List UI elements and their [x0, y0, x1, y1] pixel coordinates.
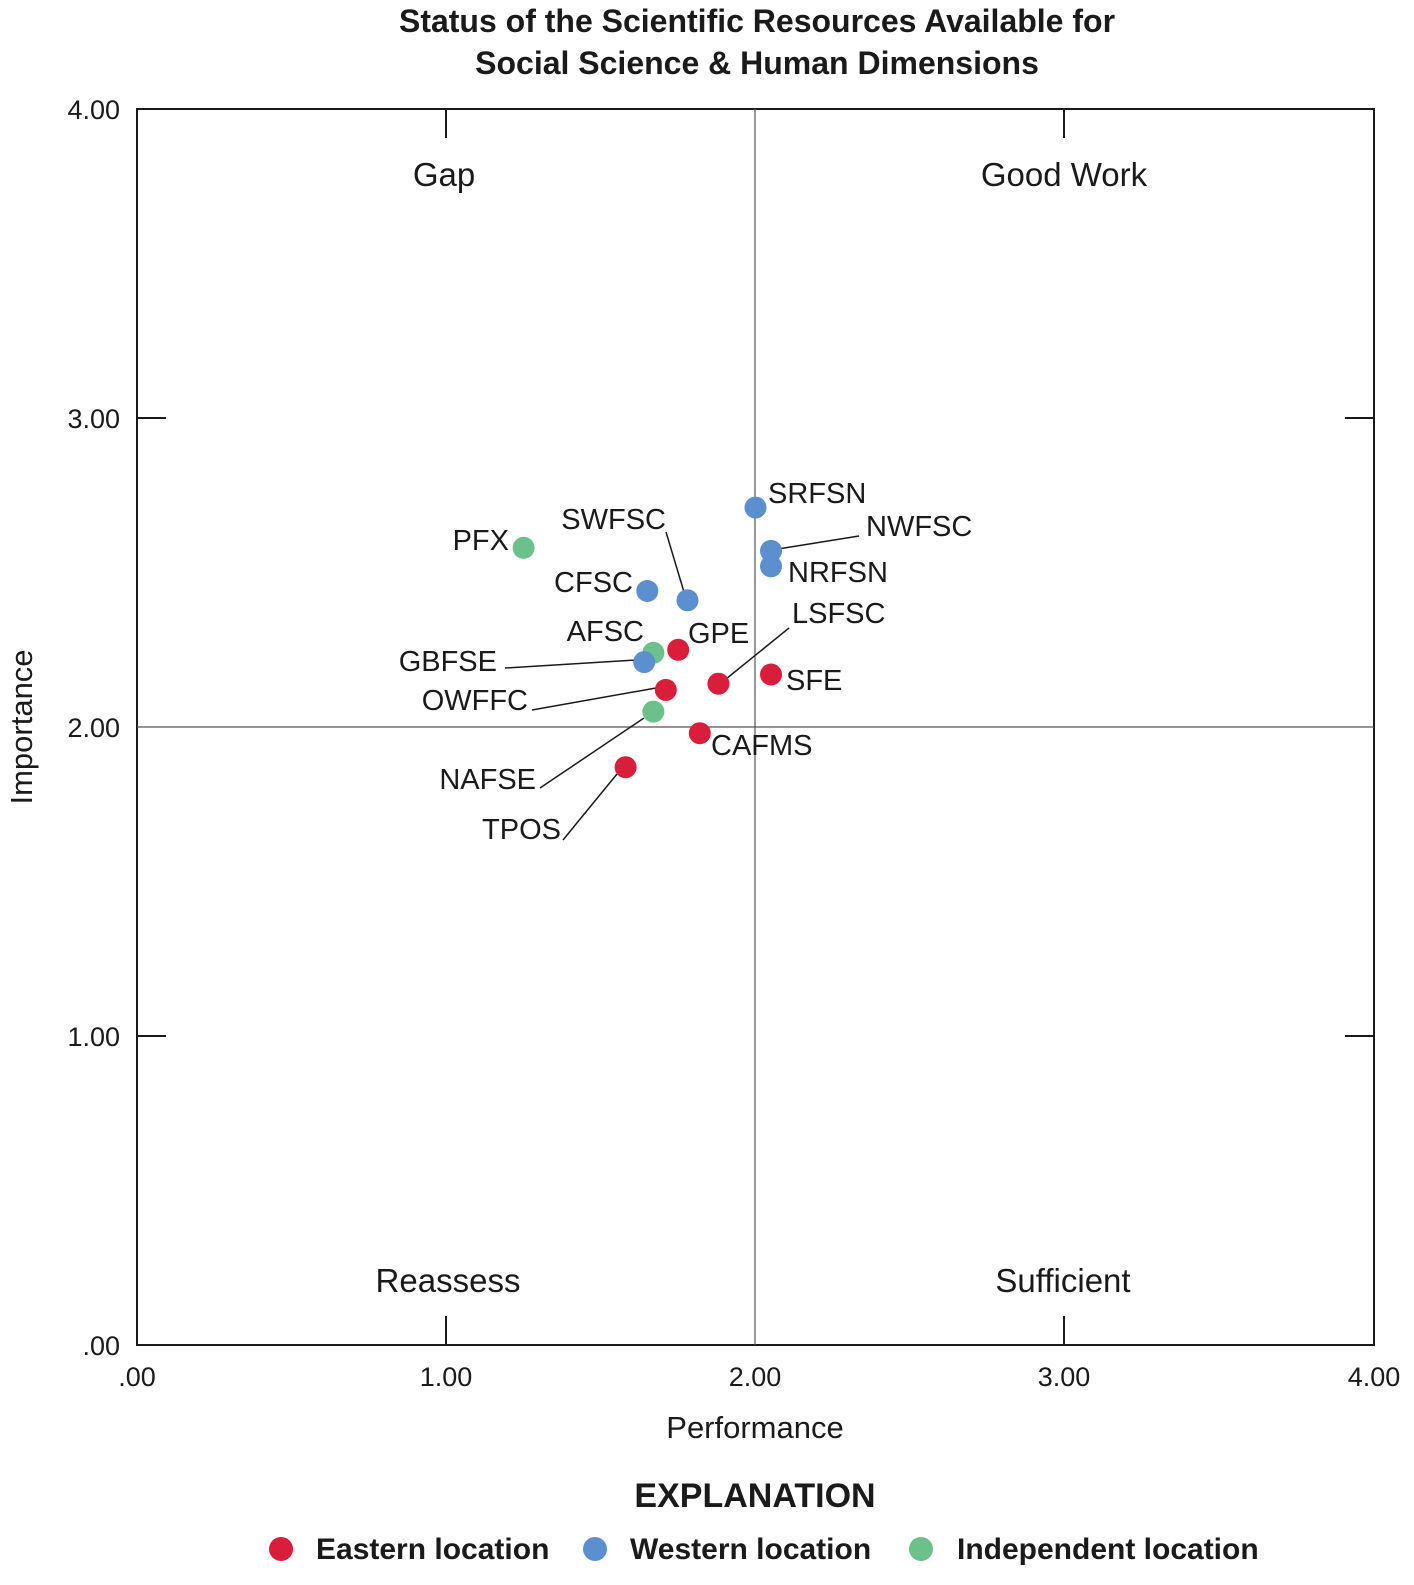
y-tick-label-3: 3.00 [67, 404, 120, 434]
y-axis-label: Importance [4, 649, 39, 804]
point-label-pfx: PFX [453, 525, 509, 557]
x-tick-marks [445, 109, 1065, 1345]
point-label-gbfse: GBFSE [399, 646, 497, 678]
x-tick-label-3: 3.00 [1038, 1362, 1091, 1392]
data-point-lsfsc [707, 672, 730, 695]
quadrant-label-good-work: Good Work [981, 156, 1148, 193]
data-markers [512, 496, 782, 779]
leader-line-swfsc [665, 531, 685, 593]
data-point-swfsc [676, 589, 699, 612]
label-leader-lines [504, 531, 860, 841]
point-label-afsc: AFSC [567, 616, 644, 648]
data-point-sfe [760, 663, 782, 686]
point-label-sfe: SFE [786, 665, 842, 697]
x-tick-label-1: 1.00 [420, 1362, 473, 1392]
quadrant-label-sufficient: Sufficient [995, 1262, 1130, 1299]
legend-label-eastern: Eastern location [316, 1533, 549, 1566]
legend-label-western: Western location [630, 1533, 871, 1566]
point-label-nwfsc: NWFSC [866, 511, 972, 543]
x-tick-label-4: 4.00 [1348, 1362, 1401, 1392]
leader-line-nafse [539, 717, 645, 789]
point-label-cafms: CAFMS [711, 730, 813, 762]
legend-marker-eastern [269, 1537, 293, 1561]
data-point-gpe [667, 638, 690, 661]
leader-line-owffc [531, 687, 657, 711]
data-point-nafse [642, 700, 665, 723]
legend-title: EXPLANATION [634, 1477, 875, 1515]
point-label-lsfsc: LSFSC [792, 598, 885, 630]
quadrant-label-reassess: Reassess [376, 1262, 521, 1299]
y-tick-label-1: 1.00 [67, 1022, 120, 1052]
data-point-owffc [654, 678, 677, 701]
leader-line-lsfsc [725, 627, 790, 680]
x-tick-label-2: 2.00 [729, 1362, 782, 1392]
legend-marker-independent [909, 1537, 933, 1561]
point-label-gpe: GPE [688, 618, 749, 650]
chart-title-line-2: Social Science & Human Dimensions [475, 45, 1039, 81]
y-tick-label-0: .00 [82, 1331, 120, 1361]
x-axis-label: Performance [666, 1410, 843, 1445]
legend-label-independent: Independent location [957, 1533, 1259, 1566]
data-point-nrfsn [760, 555, 782, 578]
data-point-srfsn [744, 496, 767, 519]
data-point-gbfse [633, 651, 656, 674]
point-label-nrfsn: NRFSN [788, 557, 888, 589]
x-tick-label-0: .00 [118, 1362, 156, 1392]
y-tick-label-2: 2.00 [67, 713, 120, 743]
y-tick-marks [137, 417, 1374, 1037]
data-point-nwfsc [760, 539, 782, 562]
leader-line-gbfse [504, 659, 637, 669]
y-tick-label-4: 4.00 [67, 95, 120, 125]
point-label-swfsc: SWFSC [561, 504, 666, 536]
point-label-cfsc: CFSC [554, 567, 633, 599]
point-label-srfsn: SRFSN [768, 478, 866, 510]
leader-line-tpos [562, 773, 618, 841]
data-point-pfx [512, 536, 535, 559]
chart-title-line-1: Status of the Scientific Resources Avail… [399, 3, 1115, 39]
data-point-cafms [688, 722, 711, 745]
data-point-cfsc [636, 580, 659, 602]
legend-marker-western [583, 1537, 607, 1561]
point-label-tpos: TPOS [482, 814, 561, 846]
point-label-nafse: NAFSE [439, 764, 536, 796]
leader-line-nwfsc [777, 535, 860, 550]
data-point-tpos [614, 756, 637, 779]
quadrant-label-gap: Gap [413, 156, 475, 193]
point-label-owffc: OWFFC [422, 685, 528, 717]
